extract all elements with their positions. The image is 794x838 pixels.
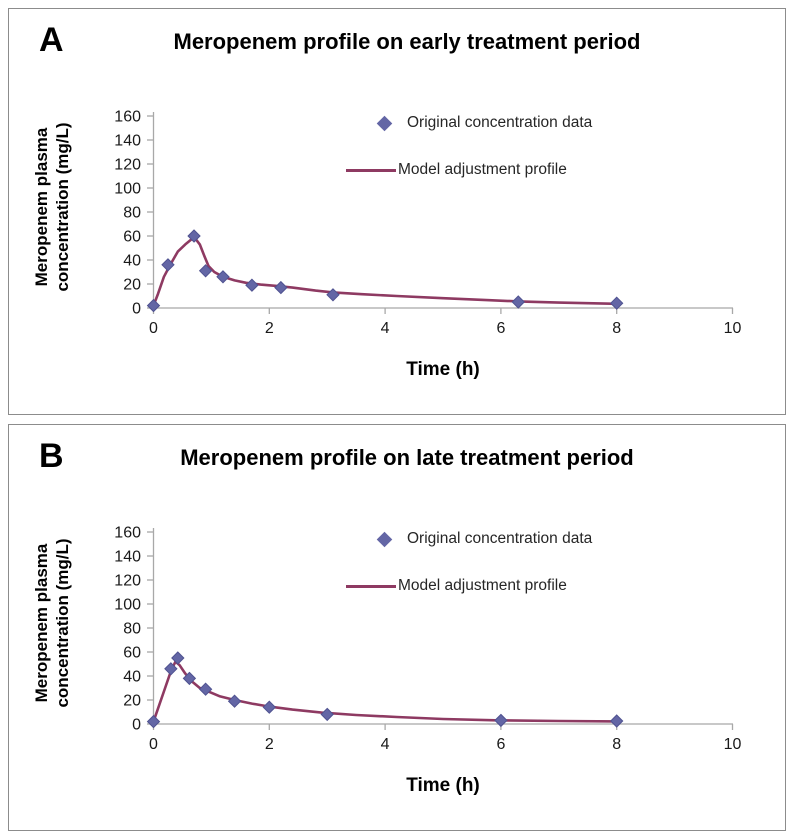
chart-title-a: Meropenem profile on early treatment per…	[173, 29, 641, 54]
legend-item-scatter: Original concentration data	[339, 529, 592, 549]
svg-text:8: 8	[612, 320, 621, 337]
chart-panel-b: B Meropenem profile on late treatment pe…	[8, 424, 786, 831]
panel-label-b: B	[39, 437, 64, 475]
svg-text:140: 140	[114, 549, 141, 566]
x-axis-label-b: Time (h)	[406, 775, 480, 796]
legend-item-scatter: Original concentration data	[339, 113, 592, 133]
svg-text:100: 100	[114, 597, 141, 614]
svg-text:120: 120	[114, 573, 141, 590]
svg-text:60: 60	[123, 229, 141, 246]
svg-text:160: 160	[114, 109, 141, 126]
y-axis-label-line2: concentration (mg/L)	[53, 122, 72, 292]
chart-panel-a: A Meropenem profile on early treatment p…	[8, 8, 786, 415]
legend-item-line: Model adjustment profile	[339, 160, 592, 180]
line-swatch-icon	[346, 168, 396, 172]
svg-text:10: 10	[724, 320, 742, 337]
svg-text:2: 2	[265, 320, 274, 337]
legend-label-scatter: Original concentration data	[407, 530, 593, 547]
plot-area-b: 0 20 40 60 80 100 120 140 160 0 2 4 6 8 10	[114, 525, 742, 754]
panel-label-a: A	[39, 21, 64, 59]
svg-text:0: 0	[149, 320, 158, 337]
svg-text:160: 160	[114, 525, 141, 542]
svg-text:4: 4	[381, 736, 390, 753]
y-axis-label-line2: concentration (mg/L)	[53, 538, 72, 708]
svg-text:0: 0	[149, 736, 158, 753]
svg-text:120: 120	[114, 157, 141, 174]
y-axis-label-b: Meropenem plasma concentration (mg/L)	[15, 517, 89, 729]
svg-text:40: 40	[123, 253, 141, 270]
y-axis-label-a: Meropenem plasma concentration (mg/L)	[15, 101, 89, 313]
svg-text:60: 60	[123, 645, 141, 662]
line-swatch-icon	[346, 584, 396, 588]
diamond-marker-icon	[376, 531, 393, 547]
svg-text:80: 80	[123, 205, 141, 222]
legend-label-scatter: Original concentration data	[407, 114, 593, 131]
svg-text:6: 6	[496, 736, 505, 753]
svg-text:40: 40	[123, 669, 141, 686]
svg-text:80: 80	[123, 621, 141, 638]
legend-item-line: Model adjustment profile	[339, 576, 592, 596]
svg-text:100: 100	[114, 181, 141, 198]
legend-b: Original concentration data Model adjust…	[339, 529, 592, 596]
svg-text:0: 0	[132, 301, 141, 318]
svg-text:6: 6	[496, 320, 505, 337]
legend-a: Original concentration data Model adjust…	[339, 113, 592, 180]
svg-text:2: 2	[265, 736, 274, 753]
plot-area-a: 0 20 40 60 80 100 120 140 160 0 2 4 6 8 10	[114, 109, 742, 338]
svg-text:4: 4	[381, 320, 390, 337]
svg-text:10: 10	[724, 736, 742, 753]
svg-text:20: 20	[123, 277, 141, 294]
y-axis-label-line1: Meropenem plasma	[31, 543, 51, 703]
legend-label-line: Model adjustment profile	[398, 161, 567, 178]
y-axis-label-line1: Meropenem plasma	[31, 127, 51, 287]
svg-text:140: 140	[114, 133, 141, 150]
diamond-marker-icon	[376, 115, 393, 131]
svg-text:0: 0	[132, 717, 141, 734]
x-axis-label-a: Time (h)	[406, 359, 480, 380]
legend-label-line: Model adjustment profile	[398, 577, 567, 594]
chart-title-b: Meropenem profile on late treatment peri…	[180, 445, 634, 470]
svg-text:8: 8	[612, 736, 621, 753]
svg-text:20: 20	[123, 693, 141, 710]
